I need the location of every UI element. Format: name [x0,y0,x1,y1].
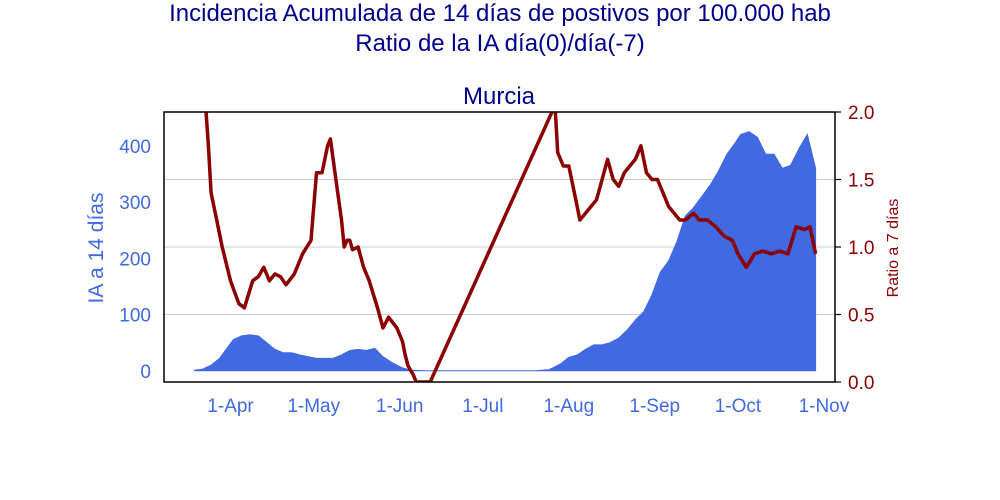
right-tick-label: 2.0 [848,103,874,124]
ratio-line-layer [204,112,818,382]
x-axis: 1-Apr 1-May 1-Jun 1-Jul 1-Aug 1-Sep 1-Oct 1-Nov [207,396,849,417]
chart-title: Murcia [463,83,536,110]
x-tick-label: 1-Jun [376,396,424,417]
right-tick-label: 0.0 [848,373,874,394]
left-tick-label: 400 [119,137,151,158]
right-axis-label: Ratio a 7 días [885,199,902,298]
left-y-axis: 0 100 200 300 400 [119,137,151,383]
right-tick-label: 1.5 [848,171,874,192]
left-tick-label: 0 [140,362,151,383]
x-tick-label: 1-Aug [543,396,594,417]
x-tick-label: 1-Oct [715,396,762,417]
figure-title: Incidencia Acumulada de 14 días de posti… [169,0,831,27]
right-tick-label: 1.0 [848,238,874,259]
ratio-line [204,112,818,382]
x-tick-label: 1-Apr [207,396,254,417]
left-tick-label: 200 [119,249,151,270]
x-tick-label: 1-Nov [799,396,850,417]
left-tick-label: 100 [119,306,151,327]
x-tick-label: 1-Jul [462,396,503,417]
left-tick-label: 300 [119,193,151,214]
ia-area-layer [194,131,817,372]
left-axis-label: IA a 14 días [85,193,108,304]
ia-area [194,131,817,372]
figure-subtitle: Ratio de la IA día(0)/día(-7) [355,30,645,57]
right-tick-label: 0.5 [848,306,874,327]
right-y-axis: 0.0 0.5 1.0 1.5 2.0 [835,103,874,394]
x-tick-label: 1-Sep [629,396,680,417]
x-tick-label: 1-May [287,396,340,417]
